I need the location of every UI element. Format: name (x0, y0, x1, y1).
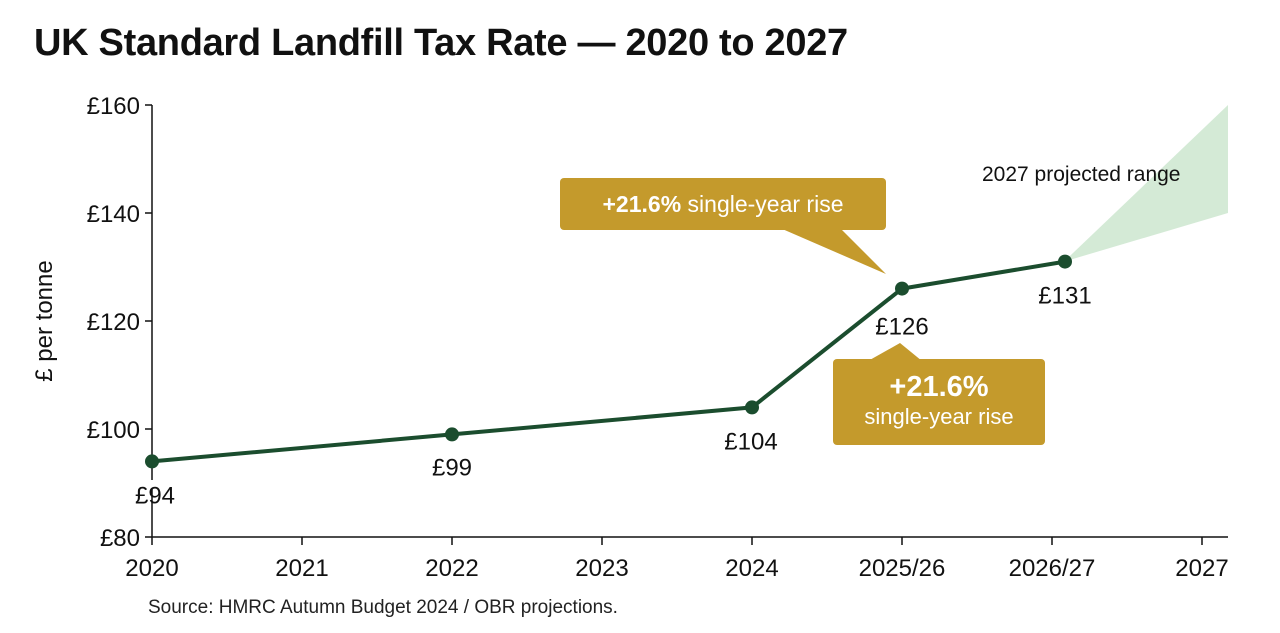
data-label: £99 (432, 454, 472, 481)
callout-pointer-top (780, 228, 886, 274)
data-label: £94 (135, 482, 175, 509)
data-label: £131 (1038, 283, 1091, 310)
data-point (895, 281, 909, 296)
y-tick-label: £140 (87, 201, 140, 228)
x-tick-label: 2020 (125, 555, 178, 582)
annotation-text: single-year rise (864, 404, 1014, 429)
x-tick-label: 2023 (575, 555, 628, 582)
annotation-text: single-year rise (687, 191, 844, 217)
projected-range-label: 2027 projected range (982, 163, 1181, 186)
annotation-bold: +21.6% (889, 371, 989, 403)
y-tick-label: £120 (87, 309, 140, 336)
data-point (445, 427, 459, 442)
x-tick-label: 2027 (1175, 555, 1228, 582)
y-tick-label: £100 (87, 417, 140, 444)
chart-title: UK Standard Landfill Tax Rate — 2020 to … (34, 22, 848, 64)
x-tick-label: 2026/27 (1009, 555, 1096, 582)
y-tick-label: £80 (100, 525, 140, 552)
data-point (1058, 254, 1072, 269)
x-tick-label: 2024 (725, 555, 778, 582)
data-point (745, 400, 759, 415)
projected-range-area (1064, 105, 1228, 262)
annotation-bold: +21.6% (602, 191, 682, 217)
data-label: £104 (724, 428, 777, 455)
source-note: Source: HMRC Autumn Budget 2024 / OBR pr… (148, 597, 618, 618)
x-tick-label: 2021 (275, 555, 328, 582)
y-axis-title: £ per tonne (31, 260, 58, 381)
data-point (145, 454, 159, 469)
annotation-callout-top: +21.6% single-year rise (560, 178, 886, 230)
callout-pointer-bottom (868, 343, 922, 361)
data-label: £126 (875, 314, 928, 341)
x-tick-label: 2022 (425, 555, 478, 582)
x-tick-label: 2025/26 (859, 555, 946, 582)
y-tick-label: £160 (87, 93, 140, 120)
annotation-callout-bottom: +21.6% single-year rise (833, 359, 1045, 445)
